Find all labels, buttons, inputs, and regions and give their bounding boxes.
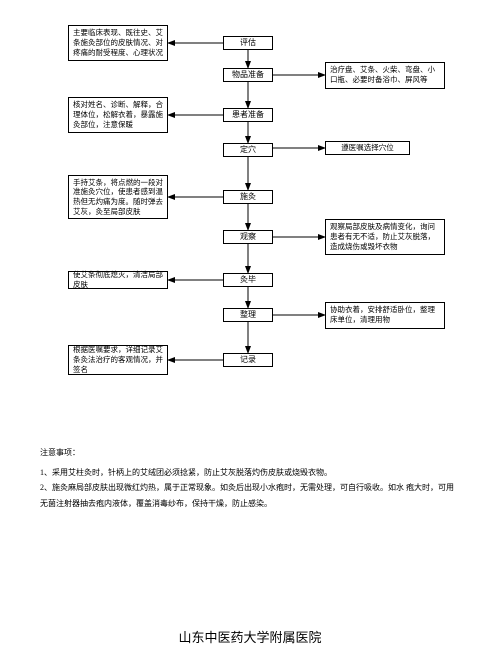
center-node-c0: 评估 bbox=[223, 36, 273, 50]
left-node-l8: 根据医嘱要求，详细记录艾条灸法治疗的客观情况，并签名 bbox=[68, 345, 168, 375]
right-node-r3: 遵医嘱选择穴位 bbox=[325, 141, 410, 155]
center-node-c2: 患者准备 bbox=[223, 108, 273, 122]
notes-section: 注意事项： 1、采用艾柱灸时，针柄上的艾绒团必须捻紧，防止艾灰脱落灼伤皮肤或烧毁… bbox=[40, 445, 460, 511]
right-node-r7: 协助衣着，安排舒适卧位，整理床单位，清理用物 bbox=[325, 302, 445, 329]
note-item: 1、采用艾柱灸时，针柄上的艾绒团必须捻紧，防止艾灰脱落灼伤皮肤或烧毁衣物。 bbox=[40, 465, 460, 480]
footer-institution: 山东中医药大学附属医院 bbox=[0, 627, 500, 646]
note-item: 2、施灸麻局部皮肤出现微红灼热，属于正常现象。如灸后出现小水疱时，无需处理，可自… bbox=[40, 480, 460, 510]
notes-title: 注意事项： bbox=[40, 445, 460, 460]
left-node-l2: 核对姓名、诊断、解释，合理体位，松解衣着，暴露施灸部位，注意保暖 bbox=[68, 97, 168, 133]
center-node-c5: 观察 bbox=[223, 230, 273, 244]
center-node-c6: 灸毕 bbox=[223, 273, 273, 287]
center-node-c4: 施灸 bbox=[223, 190, 273, 204]
left-node-l0: 主要临床表现、既往史、艾条施灸部位的皮肤情况、对疼痛的耐受程度、心理状况 bbox=[68, 25, 168, 61]
flowchart-container: 评估物品准备患者准备定穴施灸观察灸毕整理记录 主要临床表现、既往史、艾条施灸部位的… bbox=[50, 18, 460, 388]
center-node-c3: 定穴 bbox=[223, 143, 273, 157]
center-node-c7: 整理 bbox=[223, 308, 273, 322]
right-node-r1: 治疗盘、艾条、火柴、弯盘、小口瓶、必要时备浴巾、屏风等 bbox=[325, 62, 445, 89]
center-node-c8: 记录 bbox=[223, 353, 273, 367]
right-node-r5: 观察局部皮肤及病情变化，询问患者有无不适，防止艾灰脱落，造成烧伤或毁坏衣物 bbox=[325, 219, 445, 255]
left-node-l4: 手持艾条，将点燃的一段对准施灸穴位，使患者感到温热但无灼痛为度。随时弹去艾灰，灸… bbox=[68, 175, 168, 219]
center-node-c1: 物品准备 bbox=[223, 68, 273, 82]
left-node-l6: 使艾条彻底熄灭，清洁局部皮肤 bbox=[68, 271, 168, 289]
